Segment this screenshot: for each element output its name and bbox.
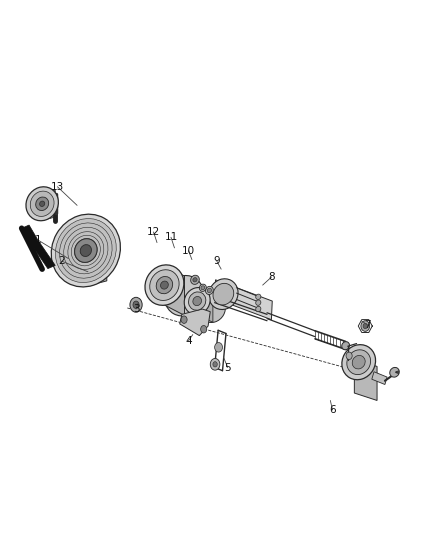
Ellipse shape (390, 367, 399, 377)
Ellipse shape (201, 286, 205, 290)
Ellipse shape (213, 284, 234, 305)
Ellipse shape (208, 279, 238, 310)
Polygon shape (21, 225, 55, 269)
Text: 12: 12 (147, 227, 160, 237)
Ellipse shape (74, 239, 97, 262)
Ellipse shape (156, 277, 173, 294)
Ellipse shape (193, 296, 201, 305)
Ellipse shape (26, 187, 58, 221)
Circle shape (361, 321, 370, 332)
Ellipse shape (199, 284, 206, 292)
Ellipse shape (193, 278, 197, 282)
Ellipse shape (39, 201, 45, 206)
Ellipse shape (35, 197, 49, 211)
Circle shape (213, 362, 217, 367)
Text: 1: 1 (35, 235, 41, 245)
Circle shape (130, 297, 142, 312)
Ellipse shape (205, 286, 213, 295)
Polygon shape (180, 309, 210, 336)
Text: 8: 8 (268, 272, 275, 282)
Ellipse shape (256, 306, 261, 312)
Circle shape (181, 316, 187, 324)
Ellipse shape (30, 191, 54, 216)
Text: 4: 4 (185, 336, 192, 346)
Circle shape (215, 343, 223, 352)
Text: 5: 5 (224, 362, 231, 373)
Circle shape (210, 359, 220, 370)
Ellipse shape (161, 281, 168, 289)
Polygon shape (42, 187, 55, 220)
Circle shape (346, 352, 352, 360)
Ellipse shape (199, 295, 226, 322)
Circle shape (133, 301, 139, 309)
Ellipse shape (145, 265, 184, 305)
Ellipse shape (188, 292, 206, 310)
Ellipse shape (191, 275, 199, 285)
Circle shape (201, 326, 207, 333)
Polygon shape (215, 280, 272, 320)
Polygon shape (372, 372, 387, 384)
Polygon shape (164, 265, 184, 316)
Polygon shape (197, 288, 213, 322)
Text: 9: 9 (213, 256, 220, 266)
Text: 10: 10 (182, 246, 195, 255)
Ellipse shape (184, 288, 210, 314)
Text: 13: 13 (51, 182, 64, 192)
Ellipse shape (150, 270, 179, 301)
Ellipse shape (68, 232, 104, 270)
Circle shape (363, 324, 367, 329)
Text: 2: 2 (59, 256, 65, 266)
Ellipse shape (77, 241, 95, 260)
Ellipse shape (256, 294, 261, 300)
Ellipse shape (256, 300, 261, 305)
Polygon shape (87, 215, 107, 286)
Text: 3: 3 (133, 304, 139, 314)
Ellipse shape (55, 219, 116, 282)
Ellipse shape (352, 356, 365, 369)
Ellipse shape (51, 214, 120, 287)
Polygon shape (354, 359, 377, 400)
Ellipse shape (64, 227, 108, 274)
Ellipse shape (342, 345, 375, 379)
Text: 6: 6 (329, 405, 336, 415)
Ellipse shape (347, 350, 371, 375)
Ellipse shape (71, 235, 100, 266)
Ellipse shape (342, 342, 350, 350)
Ellipse shape (60, 223, 112, 278)
Ellipse shape (207, 288, 212, 293)
Text: 11: 11 (164, 232, 177, 243)
Ellipse shape (80, 245, 92, 256)
Ellipse shape (74, 239, 97, 263)
Text: 7: 7 (364, 320, 371, 330)
Ellipse shape (165, 276, 204, 316)
